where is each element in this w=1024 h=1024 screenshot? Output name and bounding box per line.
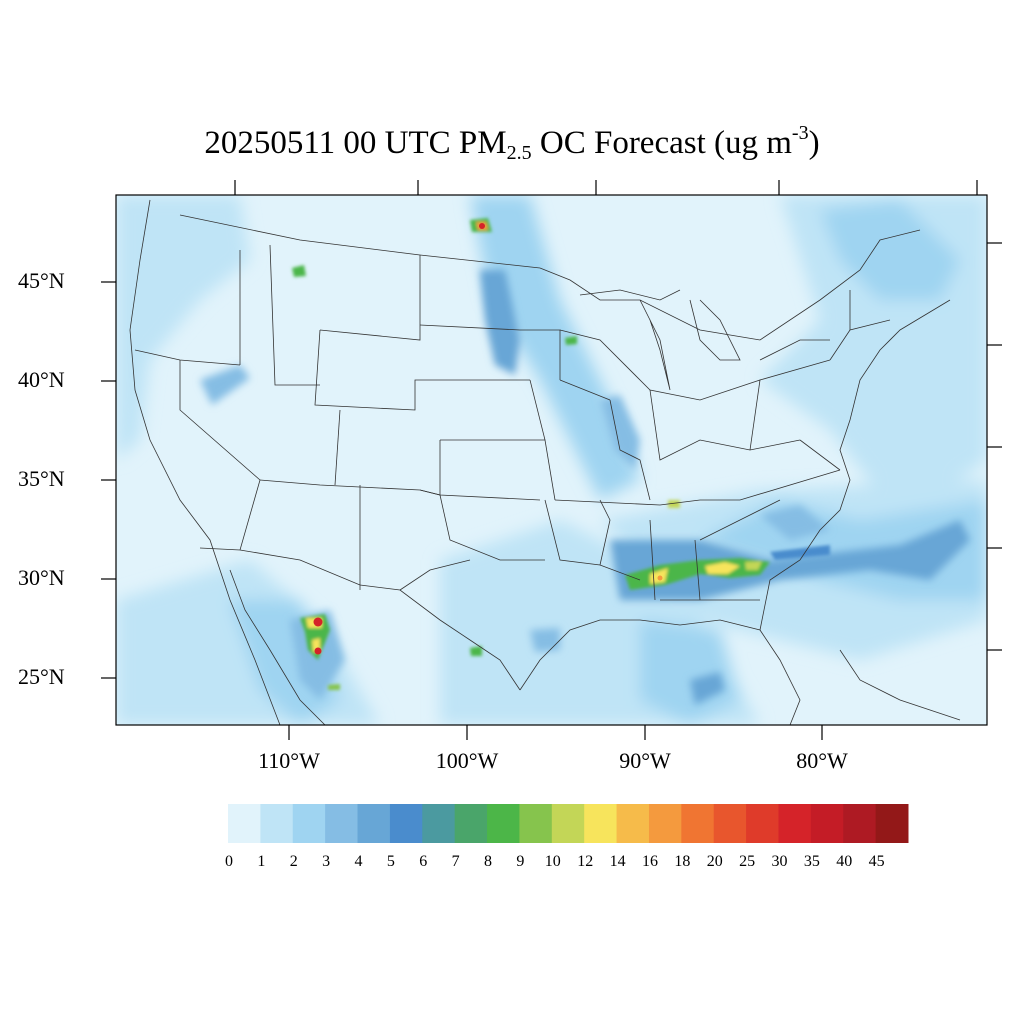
- colorbar-tick-label: 10: [544, 853, 561, 870]
- colorbar-swatch: [843, 804, 877, 843]
- colorbar-swatch: [616, 804, 650, 843]
- colorbar-tick-label: 7: [451, 853, 460, 870]
- title-subscript: 2.5: [506, 142, 532, 164]
- map-frame: [115, 194, 988, 726]
- hotspot-north-dakota: [479, 223, 485, 229]
- colorbar-tick-label: 5: [386, 853, 395, 870]
- colorbar-swatch: [454, 804, 488, 843]
- lat-label-40: 40°N: [18, 367, 65, 392]
- colorbar-tick-label: 35: [803, 853, 820, 870]
- title-prefix: 20250511 00 UTC PM: [204, 125, 507, 161]
- lat-label-45: 45°N: [18, 268, 65, 293]
- colorbar-swatch: [260, 804, 294, 843]
- colorbar-tick-label: 30: [771, 853, 788, 870]
- colorbar-tick-label: 20: [706, 853, 723, 870]
- title-middle: OC Forecast (ug m: [531, 125, 792, 161]
- title-suffix: ): [808, 125, 820, 161]
- colorbar-swatch: [519, 804, 553, 843]
- colorbar-tick-label: 40: [836, 853, 853, 870]
- colorbar-tick-label: 45: [868, 853, 885, 870]
- colorbar-swatch: [681, 804, 715, 843]
- map-title: 20250511 00 UTC PM2.5 OC Forecast (ug m-…: [0, 122, 1024, 165]
- lat-label-30: 30°N: [18, 565, 65, 590]
- colorbar-tick-label: 2: [289, 853, 298, 870]
- lon-label-100: 100°W: [435, 748, 499, 773]
- colorbar-swatch: [389, 804, 423, 843]
- lat-label-35: 35°N: [18, 466, 65, 491]
- colorbar-tick-label: 16: [641, 853, 658, 870]
- hotspot-mexico-2: [314, 647, 322, 655]
- colorbar-swatch: [551, 804, 585, 843]
- hotspot-louisiana: [657, 575, 663, 581]
- colorbar-tick-label: 18: [674, 853, 691, 870]
- colorbar-tick-label: 3: [322, 853, 331, 870]
- colorbar-tick-label: 12: [577, 853, 594, 870]
- colorbar-swatch: [648, 804, 682, 843]
- lon-label-90: 90°W: [619, 748, 671, 773]
- colorbar-swatch: [746, 804, 779, 843]
- colorbar-tick-label: 1: [257, 853, 266, 870]
- colorbar-swatch: [875, 804, 909, 843]
- colorbar-swatch: [778, 804, 812, 843]
- colorbar-tick-label: 25: [739, 853, 756, 870]
- map-field: [116, 195, 987, 725]
- colorbar-swatch: [487, 804, 520, 843]
- colorbar-tick-label: 9: [516, 853, 525, 870]
- colorbar-swatch: [357, 804, 391, 843]
- axis-ticks: [101, 180, 1002, 740]
- colorbar-swatch: [713, 804, 747, 843]
- colorbar-tick-label: 6: [419, 853, 428, 870]
- colorbar-swatch: [810, 804, 844, 843]
- colorbar-tick-label: 14: [609, 853, 626, 870]
- title-superscript: -3: [791, 122, 809, 144]
- colorbar-swatch: [292, 804, 326, 843]
- colorbar-swatch: [325, 804, 359, 843]
- colorbar-swatch: [584, 804, 618, 843]
- colorbar-swatch: [228, 804, 261, 843]
- colorbar-tick-label: 0: [225, 853, 233, 870]
- colorbar-tick-label: 8: [484, 853, 493, 870]
- lon-label-110: 110°W: [258, 748, 320, 773]
- boundaries: [129, 199, 961, 725]
- lat-label-25: 25°N: [18, 664, 65, 689]
- colorbar-swatch: [422, 804, 456, 843]
- lon-label-80: 80°W: [796, 748, 848, 773]
- hotspot-mexico-1: [313, 617, 323, 627]
- colorbar-tick-label: 4: [354, 853, 363, 870]
